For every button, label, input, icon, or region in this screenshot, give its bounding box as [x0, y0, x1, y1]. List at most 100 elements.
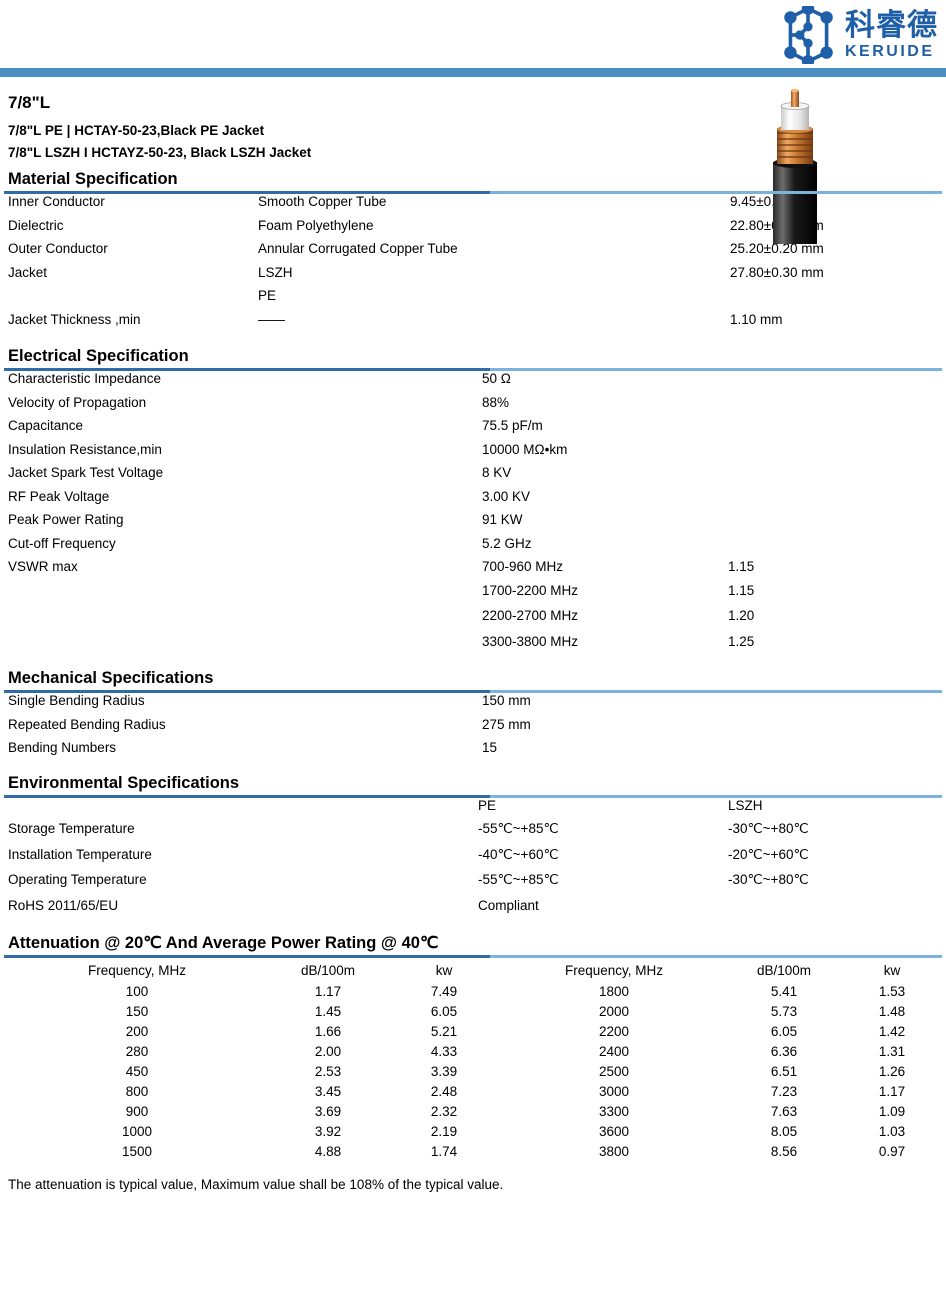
attenuation-footnote: The attenuation is typical value, Maximu…	[8, 1177, 504, 1192]
table-row: Repeated Bending Radius 275 mm	[8, 717, 946, 741]
cell-kw-1: 5.21	[430, 1023, 458, 1039]
spec-value-lszh: -30℃~+80℃	[728, 872, 809, 887]
spec-value-pe: -55℃~+85℃	[478, 872, 559, 887]
table-row: Jacket Spark Test Voltage 8 KV	[8, 465, 946, 489]
table-row: 1500 4.88 1.74 3800 8.56 0.97	[4, 1141, 942, 1161]
table-row: RoHS 2011/65/EU Compliant	[8, 898, 946, 924]
table-row: RF Peak Voltage 3.00 KV	[8, 489, 946, 513]
spec-value-pe: Compliant	[478, 897, 539, 913]
cell-db-1: 4.88	[314, 1143, 342, 1159]
coaxial-cable-cutaway-image	[773, 88, 817, 244]
spec-label: Storage Temperature	[8, 821, 135, 836]
spec-label: Dielectric	[8, 217, 64, 233]
spec-value: 15	[482, 740, 498, 755]
page-header: 科睿德 KERUIDE	[0, 0, 946, 68]
product-variant-lszh: 7/8"L LSZH I HCTAYZ-50-23, Black LSZH Ja…	[8, 145, 312, 160]
brand-name-en: KERUIDE	[845, 42, 935, 60]
spec-label: Installation Temperature	[8, 846, 152, 862]
section-rule-material	[4, 191, 942, 194]
spec-label: Outer Conductor	[8, 241, 108, 256]
spec-value: 75.5 pF/m	[482, 418, 543, 433]
vswr-band: 700-960 MHz	[482, 559, 564, 574]
hexagon-molecule-icon	[784, 6, 833, 64]
table-row: Characteristic Impedance 50 Ω	[8, 371, 946, 395]
page-title: 7/8"L	[8, 93, 51, 112]
section-heading-mechanical: Mechanical Specifications	[8, 669, 214, 687]
cell-db-2: 5.73	[770, 1003, 798, 1019]
cell-frequency-1: 800	[125, 1083, 149, 1099]
cell-frequency-2: 2000	[598, 1003, 630, 1019]
spec-dimension: 27.80±0.30 mm	[730, 264, 824, 280]
section-rule-mechanical	[4, 690, 942, 693]
spec-dimension: 1.10 mm	[730, 311, 783, 327]
attenuation-table: Frequency, MHz dB/100m kw Frequency, MHz…	[4, 961, 942, 1161]
spec-dimension: 25.20±0.20 mm	[730, 241, 824, 256]
cell-kw-1: 1.74	[430, 1143, 458, 1159]
table-header-row: Frequency, MHz dB/100m kw Frequency, MHz…	[4, 961, 942, 981]
table-row: Installation Temperature -40℃~+60℃ -20℃~…	[8, 847, 946, 873]
table-row: Outer Conductor Annular Corrugated Coppe…	[8, 241, 946, 265]
cell-kw-2: 1.26	[878, 1063, 906, 1079]
vswr-value: 1.15	[728, 582, 755, 598]
table-row: 800 3.45 2.48 3000 7.23 1.17	[4, 1081, 942, 1101]
spec-label: Bending Numbers	[8, 740, 117, 755]
cell-kw-1: 4.33	[430, 1043, 458, 1059]
table-row: 1700-2200 MHz 1.15	[8, 583, 946, 609]
table-row: Velocity of Propagation 88%	[8, 395, 946, 419]
spec-value-lszh: -30℃~+80℃	[728, 821, 809, 836]
section-rule-electrical	[4, 368, 942, 371]
brand-name-cn: 科睿德	[845, 7, 938, 43]
cell-db-1: 2.53	[314, 1063, 342, 1079]
cell-frequency-2: 2500	[598, 1063, 630, 1079]
spec-value-pe: -40℃~+60℃	[478, 846, 559, 862]
cell-frequency-1: 100	[125, 983, 149, 999]
spec-value: Foam Polyethylene	[258, 217, 374, 233]
cell-frequency-1: 1500	[121, 1143, 153, 1159]
product-variant-pe: 7/8"L PE | HCTAY-50-23,Black PE Jacket	[8, 123, 265, 138]
spec-label: Peak Power Rating	[8, 512, 124, 527]
table-row: PE	[8, 288, 946, 312]
spec-label: Insulation Resistance,min	[8, 441, 162, 457]
column-header-frequency-1: Frequency, MHz	[87, 963, 187, 978]
cell-db-1: 2.00	[314, 1043, 342, 1059]
cell-frequency-1: 450	[125, 1063, 149, 1079]
table-row: Capacitance 75.5 pF/m	[8, 418, 946, 442]
table-row: Jacket Thickness ,min —— 1.10 mm	[8, 312, 946, 338]
cell-kw-2: 1.48	[878, 1003, 906, 1019]
cell-kw-1: 2.19	[430, 1123, 458, 1139]
cell-frequency-2: 1800	[598, 983, 630, 999]
cell-db-2: 6.36	[770, 1043, 798, 1059]
vswr-value: 1.20	[728, 608, 755, 623]
table-row: 200 1.66 5.21 2200 6.05 1.42	[4, 1021, 942, 1041]
table-row: VSWR max 700-960 MHz 1.15	[8, 559, 946, 583]
cell-frequency-2: 3600	[598, 1123, 630, 1139]
table-row: 150 1.45 6.05 2000 5.73 1.48	[4, 1001, 942, 1021]
cell-db-2: 8.56	[770, 1143, 798, 1159]
spec-label: VSWR max	[8, 559, 78, 574]
cell-kw-2: 1.03	[878, 1123, 906, 1139]
section-rule-attenuation	[4, 955, 942, 958]
cell-frequency-1: 150	[125, 1003, 149, 1019]
cell-db-2: 6.51	[770, 1063, 798, 1079]
table-row: Bending Numbers 15	[8, 740, 946, 764]
spec-value-lszh: -20℃~+60℃	[728, 846, 809, 862]
spec-value: 91 KW	[482, 512, 523, 527]
cell-frequency-1: 900	[125, 1103, 149, 1119]
cell-kw-1: 6.05	[430, 1003, 458, 1019]
cell-db-1: 1.66	[314, 1023, 342, 1039]
cell-db-2: 6.05	[770, 1023, 798, 1039]
spec-label: Cut-off Frequency	[8, 535, 116, 551]
section-rule-environmental	[4, 794, 942, 798]
cell-db-1: 1.45	[314, 1003, 342, 1019]
cell-db-1: 3.45	[314, 1083, 342, 1099]
section-heading-attenuation: Attenuation @ 20℃ And Average Power Rati…	[8, 934, 439, 952]
spec-label: Capacitance	[8, 418, 84, 433]
spec-value: ——	[258, 311, 285, 327]
table-row: 280 2.00 4.33 2400 6.36 1.31	[4, 1041, 942, 1061]
logo-wordmark: 科睿德 KERUIDE	[845, 7, 938, 60]
vswr-band: 3300-3800 MHz	[482, 633, 579, 649]
column-header-kw-1: kw	[435, 963, 453, 978]
spec-value: 3.00 KV	[482, 488, 531, 504]
cell-db-1: 1.17	[314, 983, 342, 999]
vswr-band: 2200-2700 MHz	[482, 608, 579, 623]
